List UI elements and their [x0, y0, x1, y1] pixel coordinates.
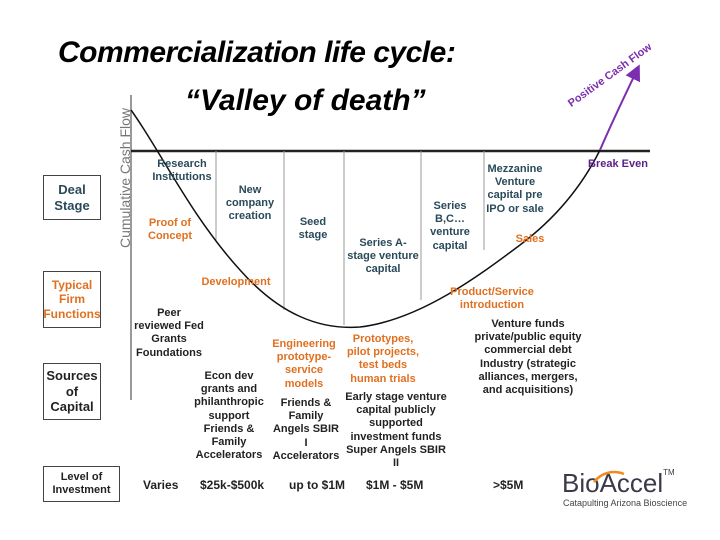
deal-stage-box: Deal Stage: [43, 175, 101, 220]
page-title-line1: Commercialization life cycle:: [58, 36, 456, 69]
investment-1m-5m: $1M - $5M: [366, 478, 424, 492]
function-sales: Sales: [515, 233, 545, 245]
deal-stage-mezzanine: Mezzanine Venture capital pre IPO or sal…: [486, 163, 544, 215]
page-title-line2: “Valley of death”: [185, 84, 426, 117]
deal-stage-series-bc: Series B,C… venture capital: [430, 200, 470, 252]
capital-early-stage-vc: Early stage venture capital publicly sup…: [345, 391, 447, 469]
logo-tagline: Catapulting Arizona Bioscience: [563, 498, 688, 508]
function-proof-of-concept: Proof of Concept: [148, 217, 192, 243]
logo-tm: TM: [663, 468, 675, 477]
investment-varies: Varies: [143, 478, 179, 492]
capital-venture-funds: Venture funds private/public equity comm…: [474, 318, 582, 396]
function-engineering-prototype: Engineering prototype-service models: [272, 338, 336, 390]
deal-stage-seed: Seed stage: [298, 216, 328, 242]
positive-cash-flow-arrow: [599, 64, 641, 151]
capital-econ-dev: Econ dev grants and philanthropic suppor…: [194, 370, 264, 462]
function-product-introduction: Product/Service introduction: [450, 286, 534, 312]
investment-25k-500k: $25k-$500k: [200, 478, 265, 492]
bioaccel-logo: BioAccelTM Catapulting Arizona Bioscienc…: [562, 468, 687, 510]
investment-up-to-1m: up to $1M: [289, 478, 345, 492]
deal-stage-research: Research Institutions: [152, 158, 212, 184]
sources-of-capital-box: Sources of Capital: [43, 363, 101, 420]
stage-dividers: [215, 151, 485, 325]
investment-over-5m: >$5M: [493, 478, 524, 492]
break-even-label: Break Even: [588, 158, 648, 170]
y-axis-label: Cumulative Cash Flow: [117, 107, 133, 249]
function-prototypes-pilots: Prototypes, pilot projects, test beds hu…: [346, 333, 420, 385]
logo-swoosh-icon: [593, 470, 625, 483]
firm-functions-box: Typical Firm Functions: [43, 271, 101, 328]
level-of-investment-box: Level of Investment: [43, 466, 120, 502]
function-development: Development: [201, 276, 271, 288]
capital-peer-reviewed: Peer reviewed Fed Grants Foundations: [134, 307, 204, 359]
deal-stage-new-company: New company creation: [225, 184, 275, 223]
capital-friends-family-angels: Friends & Family Angels SBIR I Accelerat…: [272, 397, 340, 462]
valley-of-death-curve: [130, 109, 601, 329]
deal-stage-series-a: Series A-stage venture capital: [347, 237, 419, 276]
